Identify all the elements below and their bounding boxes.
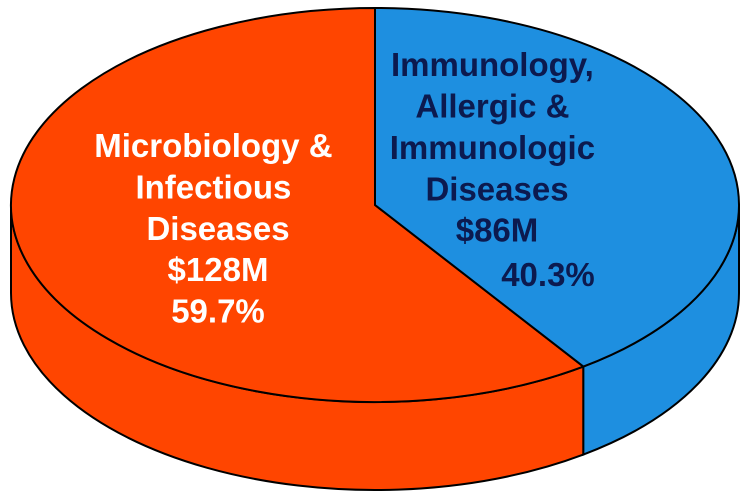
- amount-label: $128M: [168, 251, 269, 288]
- slice: [374, 7, 740, 368]
- slice: [10, 7, 585, 403]
- slice-label: Microbiology & Infectious Diseases: [94, 127, 342, 247]
- amount-label: $86M: [456, 212, 539, 249]
- percent-label: 40.3%: [501, 256, 595, 293]
- slice-label: Immunology, Allergic & Immunologic Disea…: [390, 46, 605, 208]
- percent-label: 59.7%: [171, 293, 265, 330]
